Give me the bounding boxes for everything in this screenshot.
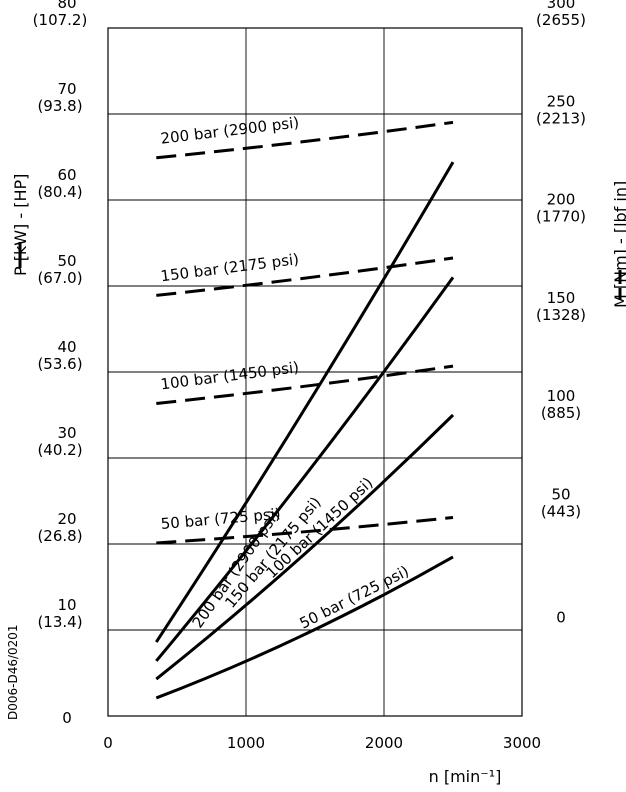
x-tick-label: 2000 <box>365 734 403 752</box>
right-tick-alt-label: (885) <box>541 404 581 422</box>
torque-curve <box>156 515 454 545</box>
right-tick-alt-label: (2655) <box>536 11 586 29</box>
left-tick-alt-label: (80.4) <box>37 183 82 201</box>
plot-frame <box>107 27 523 717</box>
left-axis-title: P [kW] - [HP] <box>11 174 30 276</box>
left-tick-label: 80 <box>57 0 76 12</box>
right-axis-ticks: 0 50(443) 100(885) 150(1328) 200(1770) 250(22… <box>536 0 586 627</box>
right-tick-label: 200 <box>547 191 576 209</box>
power-curve <box>155 413 455 681</box>
right-tick-label: 50 <box>551 485 570 503</box>
right-tick-alt-label: (443) <box>541 502 581 520</box>
left-axis-label: P [kW] - [HP] <box>11 174 30 276</box>
power-curve <box>155 161 455 643</box>
left-axis-ticks: 0 10(13.4) 20(26.8) 30(40.2) 40(53.6) 50(67.0… <box>33 0 88 727</box>
left-tick-label: 60 <box>57 166 76 184</box>
left-tick-alt-label: (40.2) <box>37 441 82 459</box>
right-tick-label: 300 <box>547 0 576 12</box>
left-tick-label: 70 <box>57 80 76 98</box>
torque-curve <box>156 120 454 160</box>
left-tick-label: 0 <box>62 709 72 727</box>
left-tick-alt-label: (93.8) <box>37 97 82 115</box>
x-tick-label: 3000 <box>503 734 541 752</box>
x-tick-label: 0 <box>103 734 113 752</box>
right-axis-title: M [Nm] - [lbf in] <box>611 181 626 308</box>
x-axis-label: n [min⁻¹] <box>429 767 502 786</box>
left-tick-alt-label: (107.2) <box>33 11 88 29</box>
right-tick-alt-label: (2213) <box>536 109 586 127</box>
torque-curve <box>156 256 454 297</box>
x-axis-ticks: 0 1000 2000 3000 <box>103 734 541 752</box>
right-axis-label: M [Nm] - [lbf in] <box>611 181 626 308</box>
right-tick-label: 150 <box>547 289 576 307</box>
left-tick-label: 30 <box>57 424 76 442</box>
right-tick-label: 0 <box>556 609 566 627</box>
left-tick-label: 10 <box>57 596 76 614</box>
left-tick-alt-label: (13.4) <box>37 613 82 631</box>
power-curve-label: 50 bar (725 psi) <box>297 562 412 633</box>
left-tick-alt-label: (67.0) <box>37 269 82 287</box>
left-tick-label: 40 <box>57 338 76 356</box>
left-tick-label: 20 <box>57 510 76 528</box>
right-tick-alt-label: (1770) <box>536 208 586 226</box>
left-tick-alt-label: (26.8) <box>37 527 82 545</box>
x-tick-label: 1000 <box>227 734 265 752</box>
right-tick-alt-label: (1328) <box>536 306 586 324</box>
right-tick-label: 250 <box>547 92 576 110</box>
power-curves: 200 bar (2900 psi)150 bar (2175 psi)100 … <box>155 161 455 700</box>
power-curve <box>155 555 454 700</box>
torque-curve-label: 200 bar (2900 psi) <box>160 113 300 147</box>
document-code: D006-D46/0201 <box>6 624 20 720</box>
power-curve <box>155 276 455 662</box>
torque-curve <box>156 364 454 405</box>
left-tick-alt-label: (53.6) <box>37 355 82 373</box>
right-tick-label: 100 <box>547 387 576 405</box>
left-tick-label: 50 <box>57 252 76 270</box>
